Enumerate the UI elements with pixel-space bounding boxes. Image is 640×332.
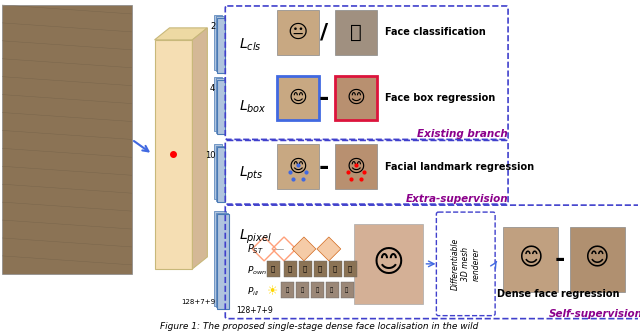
Bar <box>344 261 356 277</box>
Text: 😊: 😊 <box>289 89 307 107</box>
Text: $L_{cls}$: $L_{cls}$ <box>239 37 262 53</box>
Text: 4: 4 <box>210 84 215 93</box>
Text: 128+7+9: 128+7+9 <box>181 299 215 305</box>
Bar <box>216 146 224 201</box>
Text: 👤: 👤 <box>316 287 319 292</box>
Bar <box>218 147 225 202</box>
Text: ☀: ☀ <box>267 285 278 298</box>
Polygon shape <box>292 237 316 261</box>
Text: 🗿: 🗿 <box>288 266 292 272</box>
Text: 128+7+9: 128+7+9 <box>236 306 273 315</box>
Text: -: - <box>319 155 329 179</box>
Text: Extra-supervision: Extra-supervision <box>405 194 508 204</box>
Bar <box>214 144 222 199</box>
Bar <box>216 212 228 307</box>
Text: 🗿: 🗿 <box>348 266 352 272</box>
Text: 10: 10 <box>205 151 215 160</box>
Bar <box>340 282 354 298</box>
Bar <box>329 261 342 277</box>
Polygon shape <box>193 28 207 269</box>
Text: 👤: 👤 <box>300 287 303 292</box>
Bar <box>314 261 327 277</box>
Bar <box>218 80 225 134</box>
Bar <box>218 18 225 73</box>
Text: Differentiable
3D mesh
renderer: Differentiable 3D mesh renderer <box>451 238 481 290</box>
Text: 👤: 👤 <box>345 287 348 292</box>
Text: 2: 2 <box>210 22 215 31</box>
Bar <box>335 10 376 55</box>
Bar <box>214 15 222 70</box>
Bar <box>155 40 193 269</box>
Text: Self-supervision: Self-supervision <box>548 309 640 319</box>
Bar <box>277 10 319 55</box>
Text: Existing branch: Existing branch <box>417 129 508 139</box>
Bar <box>216 78 224 133</box>
Bar <box>335 144 376 189</box>
Text: Face classification: Face classification <box>385 27 485 38</box>
Bar <box>216 16 224 71</box>
Text: 😊: 😊 <box>584 247 609 271</box>
Text: Dense face regression: Dense face regression <box>497 289 619 299</box>
Text: 👤: 👤 <box>330 287 333 292</box>
Text: 😊: 😊 <box>372 249 404 278</box>
Text: 😊: 😊 <box>289 158 307 176</box>
Bar <box>299 261 312 277</box>
Bar <box>281 282 294 298</box>
Bar <box>2 5 132 274</box>
Text: 🗿: 🗿 <box>317 266 322 272</box>
Bar <box>214 77 222 131</box>
Text: 👤: 👤 <box>350 23 362 42</box>
Text: $P_{own}$: $P_{own}$ <box>247 265 268 277</box>
Text: $P_{ill}$: $P_{ill}$ <box>247 286 260 298</box>
Bar <box>218 214 229 309</box>
Bar <box>570 227 625 292</box>
Bar <box>311 282 324 298</box>
Text: 😐: 😐 <box>288 23 308 42</box>
Bar <box>354 224 424 304</box>
Text: -: - <box>319 86 329 110</box>
Text: 👤: 👤 <box>285 287 289 292</box>
Bar <box>326 282 339 298</box>
Text: 😊: 😊 <box>346 158 365 176</box>
Text: -: - <box>555 247 565 271</box>
Bar <box>277 76 319 121</box>
Bar <box>277 144 319 189</box>
Text: $L_{pts}$: $L_{pts}$ <box>239 165 264 183</box>
Polygon shape <box>155 28 207 40</box>
Text: 🗿: 🗿 <box>333 266 337 272</box>
Text: Face box regression: Face box regression <box>385 93 495 103</box>
Text: $L_{box}$: $L_{box}$ <box>239 98 267 115</box>
Text: 😊: 😊 <box>518 247 542 271</box>
Text: Figure 1: The proposed single-stage dense face localisation in the wild: Figure 1: The proposed single-stage dens… <box>160 322 478 331</box>
Text: $P_{ST}$: $P_{ST}$ <box>247 242 264 256</box>
Polygon shape <box>317 237 340 261</box>
Text: 🗿: 🗿 <box>303 266 307 272</box>
Bar <box>335 76 376 121</box>
Text: 😊: 😊 <box>346 89 365 107</box>
Text: $L_{pixel}$: $L_{pixel}$ <box>239 228 272 246</box>
Bar <box>503 227 558 292</box>
Bar <box>296 282 309 298</box>
Bar <box>284 261 297 277</box>
Text: 🗿: 🗿 <box>271 266 275 272</box>
Text: Facial landmark regression: Facial landmark regression <box>385 162 534 172</box>
Text: /: / <box>320 22 328 42</box>
Bar <box>267 261 280 277</box>
Bar <box>214 211 227 306</box>
